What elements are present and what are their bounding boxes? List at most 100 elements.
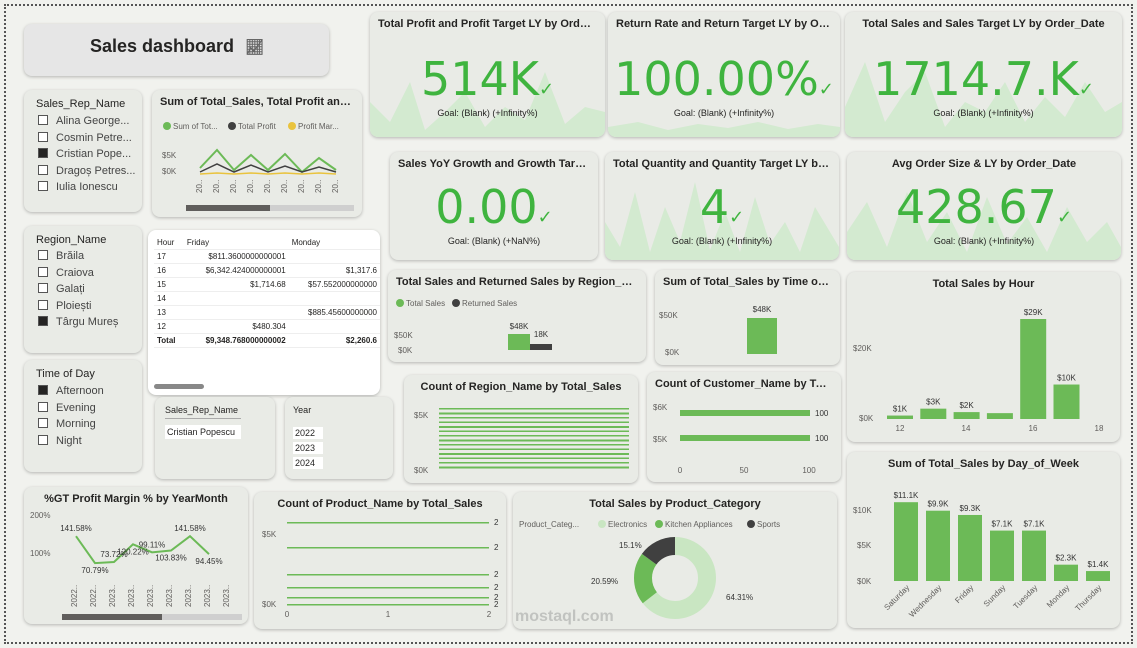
slicer-option[interactable]: Galați <box>38 283 85 295</box>
checkbox[interactable] <box>38 131 48 142</box>
slicer-option[interactable]: Afternoon <box>38 385 104 397</box>
bar <box>439 426 629 428</box>
checkbox[interactable] <box>38 283 48 294</box>
slicer-option[interactable]: Iulia Ionescu <box>38 181 118 193</box>
kpi-card-avg-order[interactable]: Avg Order Size & LY by Order_Date 428.67… <box>847 152 1121 260</box>
data-label: $7.1K <box>992 520 1014 529</box>
matrix-cell: $6,342.424000000001 <box>183 263 289 278</box>
year-table-card[interactable]: Year 2022 2023 2024 <box>285 397 393 479</box>
table-cell[interactable]: 2023 <box>293 442 323 454</box>
x-tick: Monday <box>1045 583 1071 609</box>
combo-chart-card[interactable]: Sum of Total_Sales, Total Profit and P..… <box>152 90 362 217</box>
slicer-option[interactable]: Ploiești <box>38 299 91 312</box>
bar <box>439 421 629 423</box>
matrix-header[interactable]: Monday <box>288 236 380 250</box>
bar <box>287 522 489 524</box>
slicer-option[interactable]: Brăila <box>38 250 84 262</box>
slicer-option[interactable]: Morning <box>38 418 96 430</box>
kpi-card-quantity[interactable]: Total Quantity and Quantity Target LY by… <box>605 152 839 260</box>
bar <box>926 510 950 581</box>
checkbox[interactable] <box>38 250 48 260</box>
bar-total-sales <box>508 334 530 350</box>
data-label: 70.79% <box>81 566 108 575</box>
bar <box>920 408 947 419</box>
checkbox[interactable] <box>38 401 48 412</box>
matrix-header[interactable]: Hour <box>154 236 184 250</box>
kpi-card-profit[interactable]: Total Profit and Profit Target LY by Ord… <box>370 12 605 137</box>
series-line-margin <box>199 172 337 175</box>
slicer-option[interactable]: Night <box>38 434 82 447</box>
kpi-value: 0.00✓ <box>435 180 553 234</box>
matrix-scrollbar[interactable] <box>154 384 204 389</box>
checkbox[interactable] <box>38 115 48 125</box>
x-tick: 18 <box>1095 424 1104 433</box>
slicer-option[interactable]: Alina George... <box>38 115 129 127</box>
slicer-option[interactable]: Evening <box>38 401 96 414</box>
bar <box>1020 319 1047 419</box>
matrix-cell: 15 <box>154 277 184 292</box>
scrollbar-thumb[interactable] <box>62 614 162 620</box>
checkbox[interactable] <box>38 148 48 159</box>
data-label: 64.31% <box>726 593 753 602</box>
hour-day-matrix[interactable]: Hour Friday Monday 17 $811.3600000000001 16 $… <box>148 230 380 395</box>
product-category-card[interactable]: Total Sales by Product_Category Product_… <box>513 492 837 629</box>
checkbox[interactable] <box>38 418 48 429</box>
count-customer-card[interactable]: Count of Customer_Name by Total... $6K $… <box>647 372 841 482</box>
bar <box>439 462 629 464</box>
bar <box>1022 530 1046 581</box>
donut-slice <box>634 537 716 619</box>
slicer-title: Region_Name <box>36 234 107 246</box>
table-cell[interactable]: 2024 <box>293 457 323 469</box>
scrollbar-thumb[interactable] <box>186 205 270 211</box>
checkbox[interactable] <box>38 181 48 192</box>
kpi-card-return-rate[interactable]: Return Rate and Return Target LY by Ord.… <box>608 12 840 137</box>
count-region-card[interactable]: Count of Region_Name by Total_Sales $5K … <box>404 375 638 483</box>
bar <box>990 530 1014 581</box>
slicer-option[interactable]: Dragoș Petres... <box>38 164 135 177</box>
checkbox[interactable] <box>38 266 48 277</box>
time-of-day-card[interactable]: Sum of Total_Sales by Time of Day $50K $… <box>655 270 840 365</box>
bar <box>287 597 489 599</box>
bar <box>680 410 810 416</box>
y-tick: $0K <box>262 600 277 609</box>
y-tick: $6K <box>653 403 668 412</box>
product-category-chart: Product_Categ... Electronics Kitchen App… <box>519 520 780 619</box>
slicer-option[interactable]: Târgu Mureș <box>38 316 118 328</box>
matrix-header[interactable]: Friday <box>183 236 289 250</box>
sales-by-hour-card[interactable]: Total Sales by Hour $20K $0K $1K $3K $2K $2… <box>847 272 1120 442</box>
profit-margin-chart: 200% 100% 141.58% 70.79% 73.72%120.22%99.1… <box>30 511 242 620</box>
checkbox[interactable] <box>38 385 48 395</box>
checkbox[interactable] <box>38 299 48 310</box>
table-cell[interactable]: 2022 <box>293 427 323 439</box>
checkbox[interactable] <box>38 316 48 327</box>
checkbox[interactable] <box>38 164 48 175</box>
bar <box>953 412 980 419</box>
region-returns-card[interactable]: Total Sales and Returned Sales by Region… <box>388 270 646 362</box>
kpi-sparkline <box>605 182 839 260</box>
data-label: 2 <box>494 600 499 609</box>
y-tick: $0K <box>665 348 680 357</box>
checkbox[interactable] <box>38 434 48 445</box>
data-label: $9.9K <box>928 500 950 509</box>
data-label: $9.3K <box>960 504 982 513</box>
kpi-goal: Goal: (Blank) (+Infinity%) <box>933 108 1034 118</box>
kpi-card-yoy-growth[interactable]: Sales YoY Growth and Growth Targe... 0.0… <box>390 152 598 260</box>
data-label: 73.72% <box>100 550 127 559</box>
x-tick: 14 <box>962 424 971 433</box>
bar <box>439 435 629 437</box>
slicer-option[interactable]: Cristian Pope... <box>38 148 131 160</box>
x-tick: Saturday <box>882 583 911 612</box>
profit-margin-card[interactable]: %GT Profit Margin % by YearMonth 200% 10… <box>24 487 248 624</box>
rep-table-card[interactable]: Sales_Rep_Name Cristian Popescu <box>155 397 275 479</box>
y-tick: $20K <box>853 344 872 353</box>
count-product-card[interactable]: Count of Product_Name by Total_Sales $5K… <box>254 492 506 629</box>
y-tick: $0K <box>162 167 177 176</box>
x-tick: 20.. <box>331 180 340 193</box>
sales-by-day-card[interactable]: Sum of Total_Sales by Day_of_Week $10K $… <box>847 452 1120 628</box>
slicer-option-label: Morning <box>56 418 96 431</box>
slicer-option[interactable]: Craiova <box>38 266 94 279</box>
data-label: 2 <box>494 570 499 579</box>
data-label: $1.4K <box>1088 560 1110 569</box>
kpi-card-total-sales[interactable]: Total Sales and Sales Target LY by Order… <box>845 12 1122 137</box>
slicer-option[interactable]: Cosmin Petre... <box>38 131 132 144</box>
